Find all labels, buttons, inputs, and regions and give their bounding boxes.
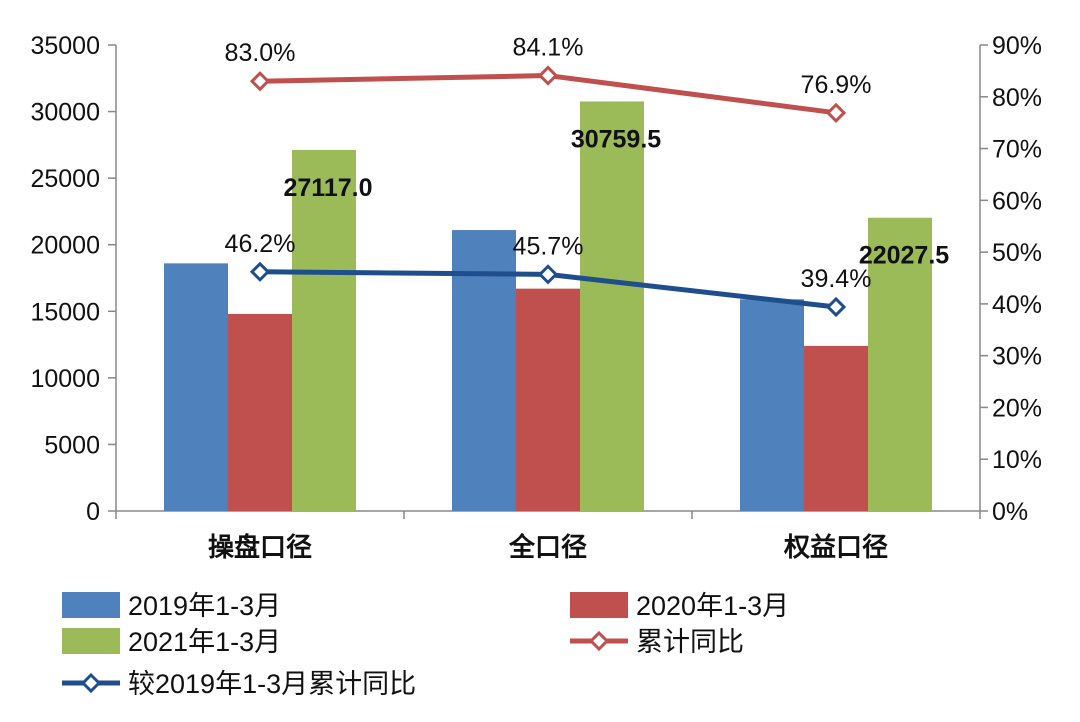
line-data-label: 76.9% [801,71,872,99]
line-data-label: 39.4% [801,265,872,293]
y-right-tick-label: 50% [992,239,1042,267]
line-point-marker [537,264,559,285]
y-left-tick-label: 10000 [30,365,100,393]
legend-label: 2020年1-3月 [636,591,789,621]
line-point-marker [249,261,271,282]
line-data-label: 46.2% [225,230,296,258]
y-left-tick-label: 5000 [44,431,100,459]
legend-swatch [570,592,628,618]
line-data-label: 83.0% [225,39,296,67]
legend-item: 2019年1-3月 [62,591,281,621]
y-left-tick-label: 15000 [30,298,100,326]
line-data-label: 84.1% [513,34,584,62]
y-right-tick-label: 0% [992,498,1028,526]
line-point-marker [249,71,271,92]
x-category-label: 操盘口径 [208,532,312,562]
bar [452,230,516,511]
legend-item: 2020年1-3月 [570,591,789,621]
y-left-tick-label: 35000 [30,32,100,60]
legend-item: 累计同比 [570,627,744,657]
legend-label: 累计同比 [636,627,744,657]
y-left-tick-label: 20000 [30,232,100,260]
y-right-tick-label: 20% [992,394,1042,422]
y-right-tick-label: 70% [992,136,1042,164]
legend-label: 2021年1-3月 [128,627,281,657]
bar [580,101,644,511]
bar [740,299,804,511]
line-data-label: 45.7% [513,232,584,260]
y-right-tick-label: 80% [992,84,1042,112]
legend-marker [588,630,610,652]
y-right-tick-label: 60% [992,187,1042,215]
line-point-marker [825,102,847,123]
bar [228,313,292,511]
bar [292,149,356,511]
line-point-marker [825,296,847,318]
x-category-label: 权益口径 [783,532,888,562]
y-right-tick-label: 30% [992,343,1042,371]
bar-data-label: 22027.5 [859,242,949,270]
y-right-tick-label: 10% [992,446,1042,474]
legend-item: 2021年1-3月 [62,627,281,657]
bar [164,263,228,511]
x-category-label: 全口径 [508,532,587,562]
bar [868,217,932,511]
y-left-tick-label: 30000 [30,99,100,127]
legend-item: 较2019年1-3月累计同比 [62,669,416,699]
y-left-tick-label: 25000 [30,165,100,193]
legend-swatch [62,592,120,618]
legend-label: 2019年1-3月 [128,591,281,621]
y-right-tick-label: 40% [992,291,1042,319]
line-point-marker [537,65,559,86]
bar-data-label: 30759.5 [571,125,661,153]
legend-marker [80,672,102,694]
legend-swatch [62,628,120,654]
y-right-tick-label: 90% [992,32,1042,60]
y-left-tick-label: 0 [86,498,100,526]
legend-label: 较2019年1-3月累计同比 [128,669,416,699]
bar [804,345,868,511]
bar [516,288,580,511]
bar-data-label: 27117.0 [284,174,373,202]
